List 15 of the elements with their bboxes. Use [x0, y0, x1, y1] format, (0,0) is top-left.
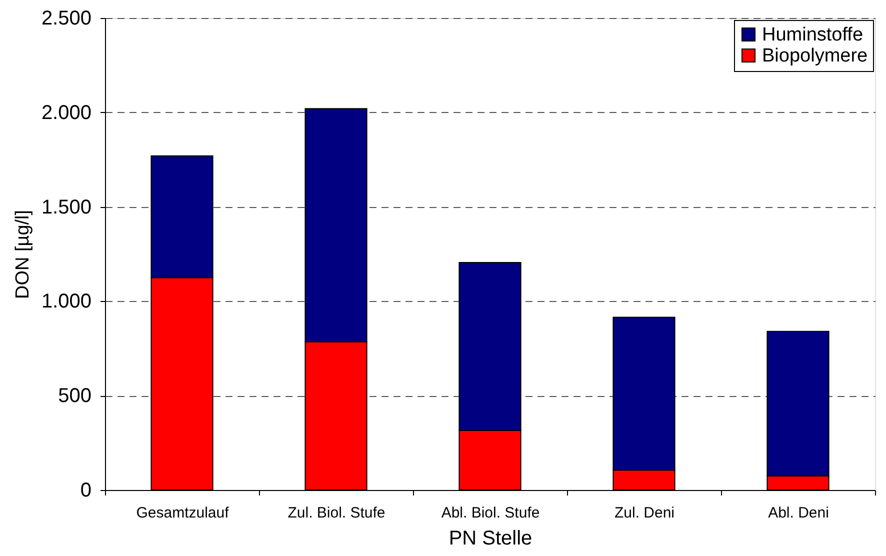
y-tick-label: 2.500: [41, 8, 92, 30]
x-tick-label: Gesamtzulauf: [136, 504, 230, 522]
y-tick-label: 0: [80, 480, 92, 502]
y-tick-label: 500: [58, 385, 92, 408]
x-tick-label: Zul. Biol. Stufe: [288, 504, 386, 522]
x-tick-label: Abl. Deni: [768, 504, 829, 522]
y-axis-title: DON [µg/l]: [12, 210, 34, 300]
legend-label: Huminstoffe: [762, 24, 864, 46]
x-tick-label: Abl. Biol. Stufe: [441, 504, 540, 522]
x-tick-label: Zul. Deni: [614, 504, 675, 522]
x-axis-title: PN Stelle: [448, 528, 532, 550]
y-tick-label: 2.000: [41, 102, 92, 124]
y-tick-label: 1.000: [41, 290, 92, 313]
y-tick-label: 1.500: [41, 196, 92, 218]
legend-label: Biopolymere: [762, 46, 868, 66]
